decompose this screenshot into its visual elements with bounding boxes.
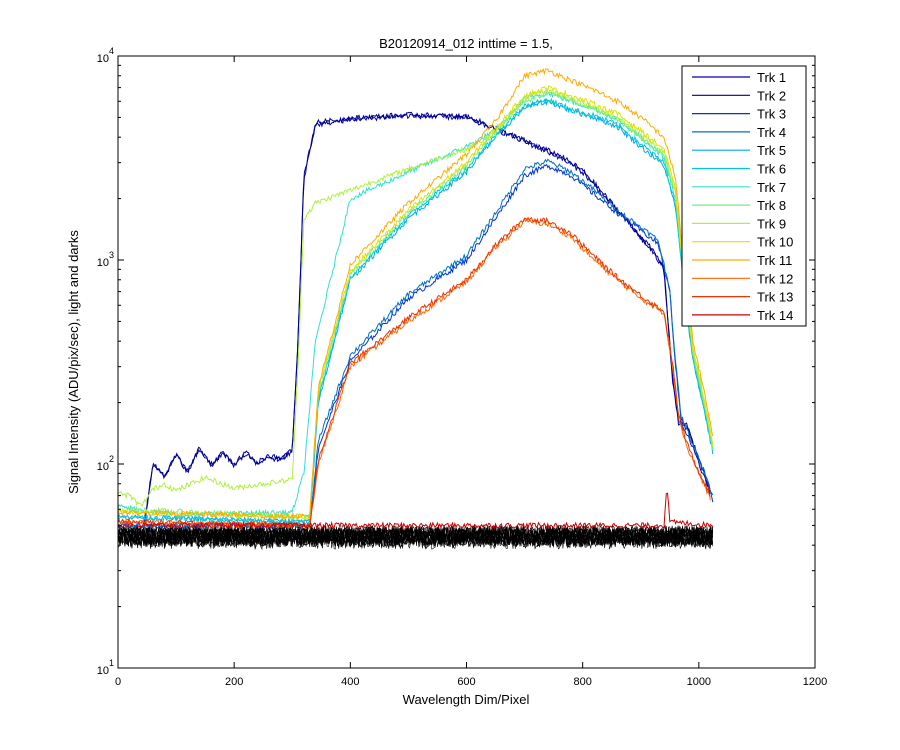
legend-label: Trk 11 <box>757 253 792 268</box>
dark-trace <box>118 524 714 546</box>
chart-title: B20120914_012 inttime = 1.5, <box>379 36 553 51</box>
series-line <box>118 67 714 521</box>
dark-traces <box>118 524 714 551</box>
x-tick-label: 400 <box>341 676 359 688</box>
legend-label: Trk 4 <box>757 125 786 140</box>
y-tick-exponent: 2 <box>109 454 114 464</box>
legend-box <box>681 65 807 327</box>
x-tick-label: 1200 <box>803 676 827 688</box>
legend-label: Trk 2 <box>757 88 786 103</box>
legend-label: Trk 8 <box>757 198 786 213</box>
axes <box>117 55 816 669</box>
legend-label: Trk 1 <box>757 70 786 85</box>
series-line <box>118 87 714 507</box>
y-tick-exponent: 4 <box>109 46 114 56</box>
series-line <box>118 85 714 521</box>
dark-trace <box>118 526 714 548</box>
series-line <box>118 492 714 530</box>
x-tick-label: 1000 <box>687 676 711 688</box>
y-tick-exponent: 3 <box>109 250 114 260</box>
x-tick-labels: 0 200 400 600 800 1000 1200 <box>115 676 827 688</box>
y-tick-exponent: 1 <box>109 658 114 668</box>
legend-label: Trk 6 <box>757 162 786 177</box>
y-axis-label: Signal Intensity (ADU/pix/sec), light an… <box>66 230 81 494</box>
legend-entries: Trk 1 Trk 2 Trk 3 Trk 4 Trk 5 Trk 6 Trk 7 Trk 8… <box>692 70 793 323</box>
legend-label: Trk 5 <box>757 143 786 158</box>
legend-label: Trk 9 <box>757 216 786 231</box>
legend-label: Trk 14 <box>757 308 793 323</box>
x-tick-label: 800 <box>573 676 591 688</box>
series-lines <box>118 67 714 530</box>
series-line <box>118 216 711 529</box>
legend-label: Trk 10 <box>757 235 793 250</box>
legend-label: Trk 12 <box>757 271 793 286</box>
x-axis-label: Wavelength Dim/Pixel <box>403 692 530 707</box>
series-line <box>118 97 714 526</box>
series-line <box>118 217 711 530</box>
legend-label: Trk 3 <box>757 107 786 122</box>
x-tick-label: 200 <box>225 676 243 688</box>
x-tick-label: 0 <box>115 676 121 688</box>
legend: Trk 1 Trk 2 Trk 3 Trk 4 Trk 5 Trk 6 Trk 7 Trk 8… <box>681 65 807 327</box>
legend-label: Trk 7 <box>757 180 786 195</box>
x-tick-label: 600 <box>457 676 475 688</box>
legend-label: Trk 13 <box>757 290 793 305</box>
